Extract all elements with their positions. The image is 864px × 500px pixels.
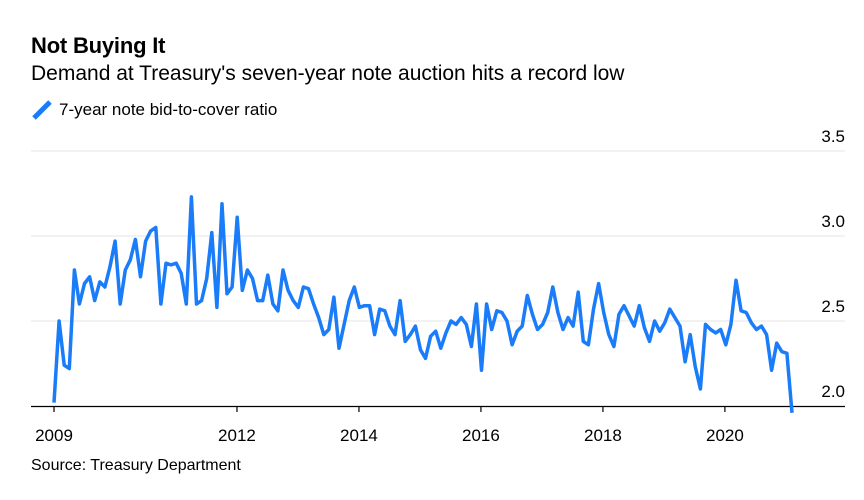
- legend-label: 7-year note bid-to-cover ratio: [59, 100, 278, 119]
- y-tick-label: 2.0: [821, 382, 845, 401]
- y-tick-label: 3.5: [821, 127, 845, 146]
- chart-title: Not Buying It: [31, 33, 166, 58]
- x-tick-label: 2018: [584, 426, 622, 445]
- y-tick-label: 3.0: [821, 212, 845, 231]
- x-tick-label: 2009: [35, 426, 73, 445]
- source-note: Source: Treasury Department: [31, 457, 241, 474]
- legend-swatch: [32, 100, 52, 120]
- legend: 7-year note bid-to-cover ratio: [31, 99, 277, 121]
- chart-subtitle: Demand at Treasury's seven-year note auc…: [31, 62, 625, 85]
- x-tick-label: 2020: [706, 426, 744, 445]
- x-tick-label: 2012: [218, 426, 256, 445]
- y-tick-label: 2.5: [821, 297, 845, 316]
- series-line: [52, 195, 794, 413]
- x-tick-label: 2014: [340, 426, 378, 445]
- x-tick-label: 2016: [462, 426, 500, 445]
